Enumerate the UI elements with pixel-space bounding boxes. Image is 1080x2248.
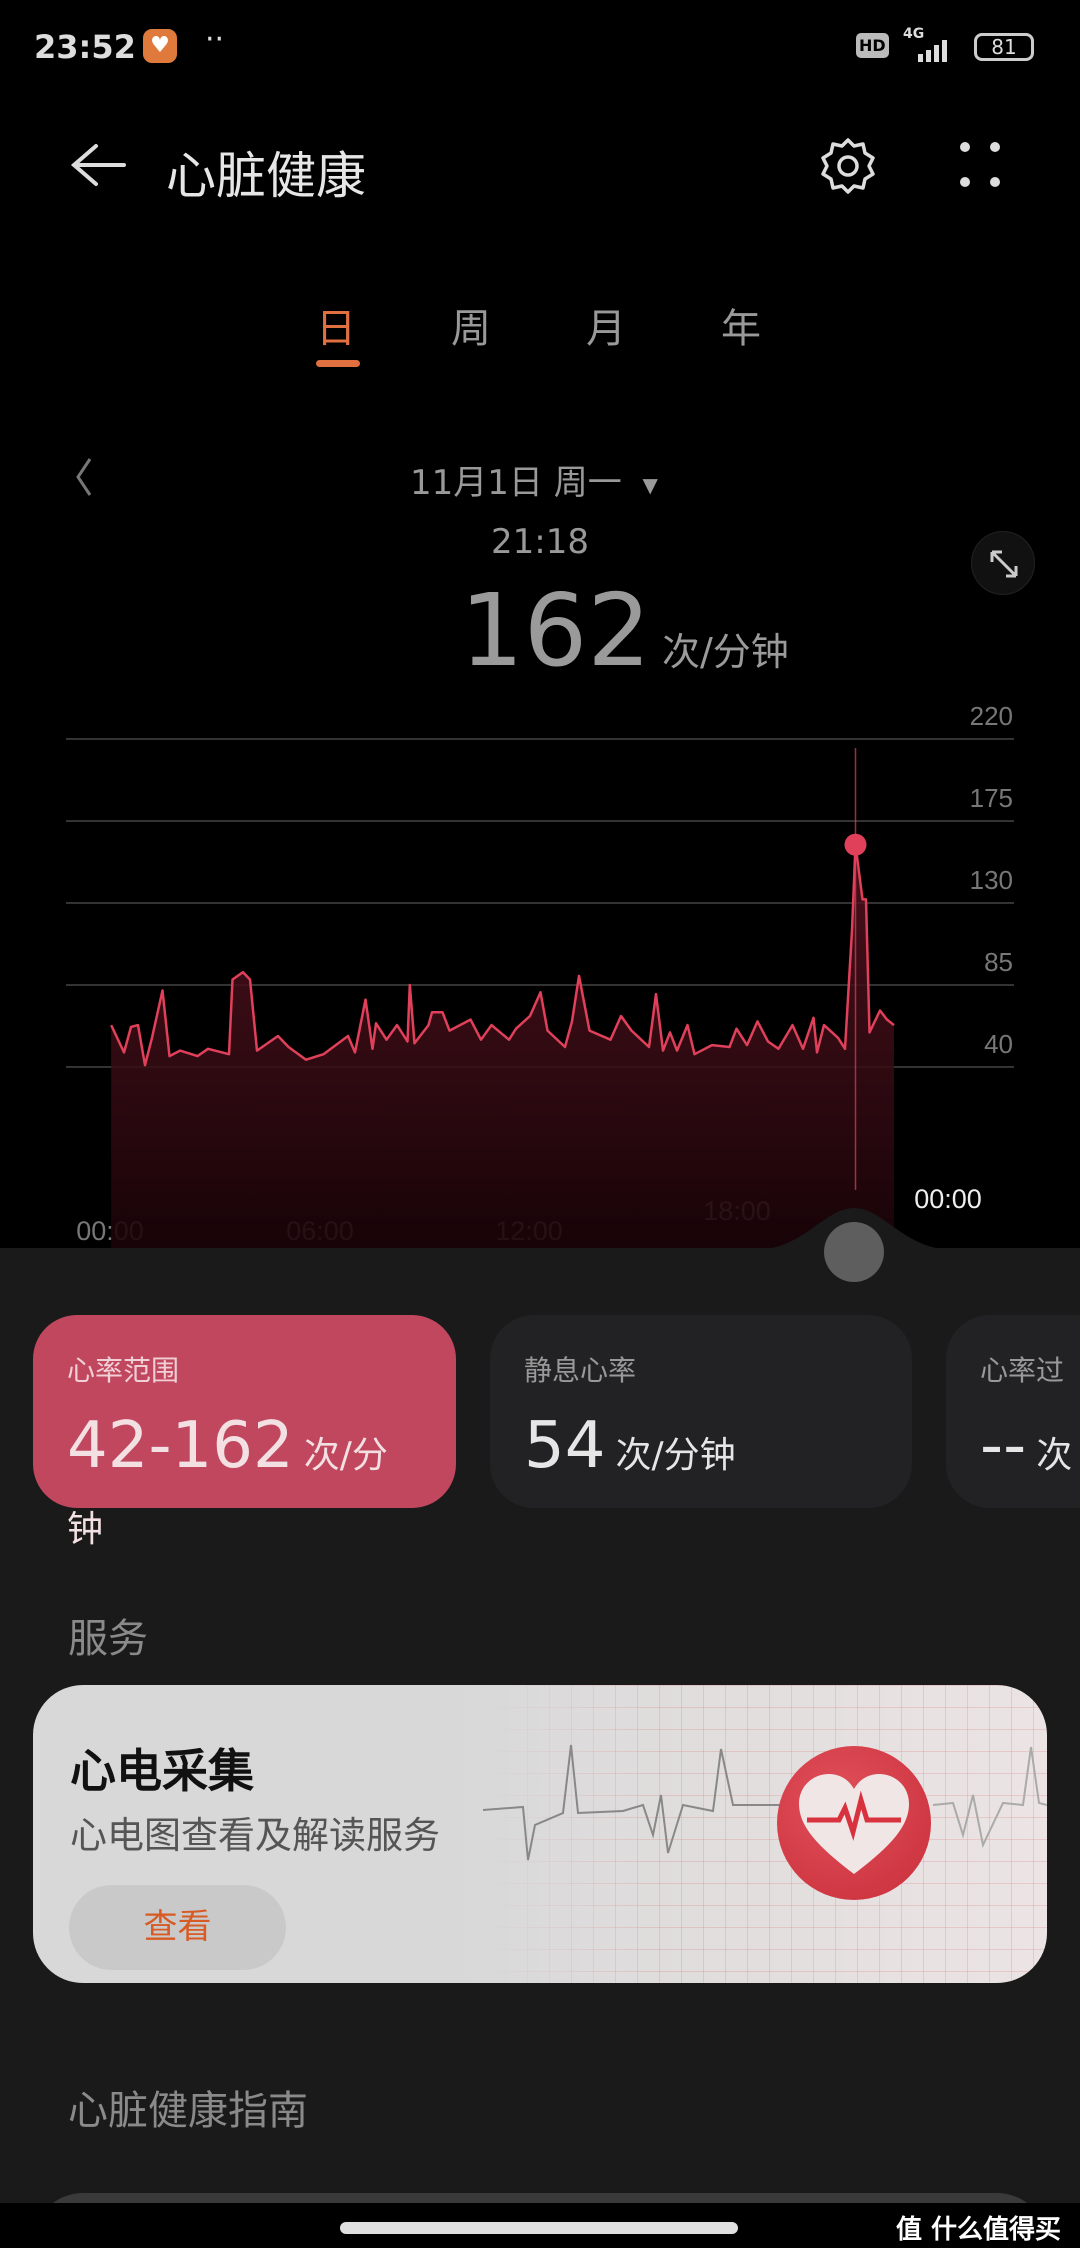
chart-scrub-handle[interactable] xyxy=(824,1222,884,1282)
ecg-view-button[interactable]: 查看 xyxy=(69,1885,286,1970)
tab-day[interactable]: 日 xyxy=(316,306,356,352)
stat-card-resting-hr[interactable]: 静息心率 54 次/分钟 xyxy=(490,1315,912,1508)
signal-icon xyxy=(910,38,958,62)
home-indicator[interactable] xyxy=(340,2222,738,2234)
arrow-left-icon xyxy=(70,144,126,186)
x-tick-label: 00:00 xyxy=(914,1184,982,1214)
status-time: 23:52 xyxy=(34,28,136,66)
network-label: 4G xyxy=(903,26,925,42)
more-button[interactable] xyxy=(955,140,1005,190)
expand-arrows-icon xyxy=(990,550,1018,578)
stat-label: 心率范围 xyxy=(67,1354,180,1387)
stat-unit: 次 xyxy=(1036,1435,1073,1476)
reading-time: 21:18 xyxy=(491,522,589,562)
y-tick-label: 130 xyxy=(970,865,1013,895)
caret-down-icon: ▼ xyxy=(642,472,658,497)
series-line xyxy=(110,843,895,1067)
heart-pulse-icon xyxy=(777,1746,931,1900)
back-button[interactable] xyxy=(68,140,128,190)
tab-year[interactable]: 年 xyxy=(721,306,761,352)
y-tick-label: 40 xyxy=(984,1029,1013,1059)
watermark-logo: 值 什么值得买 xyxy=(896,2215,1062,2245)
y-tick-label: 220 xyxy=(970,701,1013,731)
reading-value: 162 xyxy=(460,572,651,689)
stat-value: 54 xyxy=(524,1409,606,1483)
ecg-subtitle: 心电图查看及解读服务 xyxy=(70,1814,440,1857)
page-title: 心脏健康 xyxy=(166,147,366,205)
stat-label: 静息心率 xyxy=(524,1354,637,1387)
tab-active-indicator xyxy=(316,360,360,367)
expand-chart-button[interactable] xyxy=(971,531,1035,595)
stat-card-hr-range[interactable]: 心率范围 42-162 次/分钟 xyxy=(33,1315,456,1550)
stat-value: -- xyxy=(980,1409,1027,1483)
settings-button[interactable] xyxy=(818,136,878,196)
notification-dots-icon: ·· xyxy=(205,22,225,57)
selected-point-marker xyxy=(844,833,867,856)
y-tick-label: 175 xyxy=(970,783,1013,813)
date-selector[interactable]: 11月1日 周一 ▼ xyxy=(410,455,658,504)
battery-indicator: 81 xyxy=(974,33,1034,61)
stat-unit: 次/分钟 xyxy=(615,1435,736,1476)
ecg-waveform xyxy=(483,1744,1047,1861)
stat-card-hr-alert[interactable]: 心率过 -- 次 xyxy=(946,1315,1080,1508)
ecg-grid-background xyxy=(483,1685,1047,1983)
stat-value: 42-162 xyxy=(67,1409,294,1483)
tab-week[interactable]: 周 xyxy=(451,306,491,352)
health-app-icon: ♥ xyxy=(143,29,177,63)
stat-label: 心率过 xyxy=(980,1354,1065,1387)
tab-month[interactable]: 月 xyxy=(586,306,626,352)
hd-badge: HD xyxy=(856,33,889,58)
series-area xyxy=(111,844,894,1248)
date-label: 11月1日 周一 xyxy=(410,463,622,503)
more-dots-icon xyxy=(960,142,1000,187)
guide-heading: 心脏健康指南 xyxy=(68,2088,308,2134)
previous-day-button[interactable] xyxy=(70,455,100,499)
stat-unit: 次/分钟 xyxy=(67,1435,388,1550)
services-heading: 服务 xyxy=(68,1616,148,1662)
gear-icon xyxy=(821,138,875,194)
chevron-left-icon xyxy=(76,458,92,496)
reading-display: 162 次/分钟 xyxy=(460,572,789,689)
y-tick-label: 85 xyxy=(984,947,1013,977)
ecg-service-card[interactable]: 心电采集 心电图查看及解读服务 查看 xyxy=(33,1685,1047,1983)
ecg-title: 心电采集 xyxy=(70,1744,254,1798)
reading-unit: 次/分钟 xyxy=(661,630,789,674)
